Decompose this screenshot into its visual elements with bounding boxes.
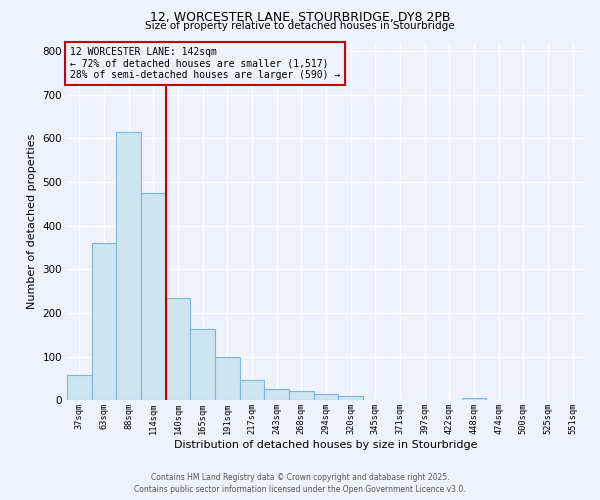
Bar — [116, 132, 141, 400]
Text: Size of property relative to detached houses in Stourbridge: Size of property relative to detached ho… — [145, 21, 455, 31]
Bar — [141, 193, 166, 400]
Bar — [314, 394, 338, 400]
Text: Contains HM Land Registry data © Crown copyright and database right 2025.
Contai: Contains HM Land Registry data © Crown c… — [134, 473, 466, 494]
Bar — [67, 375, 92, 400]
Bar — [92, 243, 116, 400]
Bar — [215, 358, 239, 400]
X-axis label: Distribution of detached houses by size in Stourbridge: Distribution of detached houses by size … — [174, 440, 478, 450]
Y-axis label: Number of detached properties: Number of detached properties — [27, 134, 37, 309]
Bar — [338, 396, 363, 400]
Bar — [461, 398, 487, 400]
Bar — [289, 392, 314, 400]
Bar — [190, 329, 215, 400]
Text: 12 WORCESTER LANE: 142sqm
← 72% of detached houses are smaller (1,517)
28% of se: 12 WORCESTER LANE: 142sqm ← 72% of detac… — [70, 47, 340, 80]
Bar — [166, 298, 190, 400]
Bar — [239, 380, 265, 400]
Bar — [265, 390, 289, 400]
Text: 12, WORCESTER LANE, STOURBRIDGE, DY8 2PB: 12, WORCESTER LANE, STOURBRIDGE, DY8 2PB — [150, 11, 450, 24]
